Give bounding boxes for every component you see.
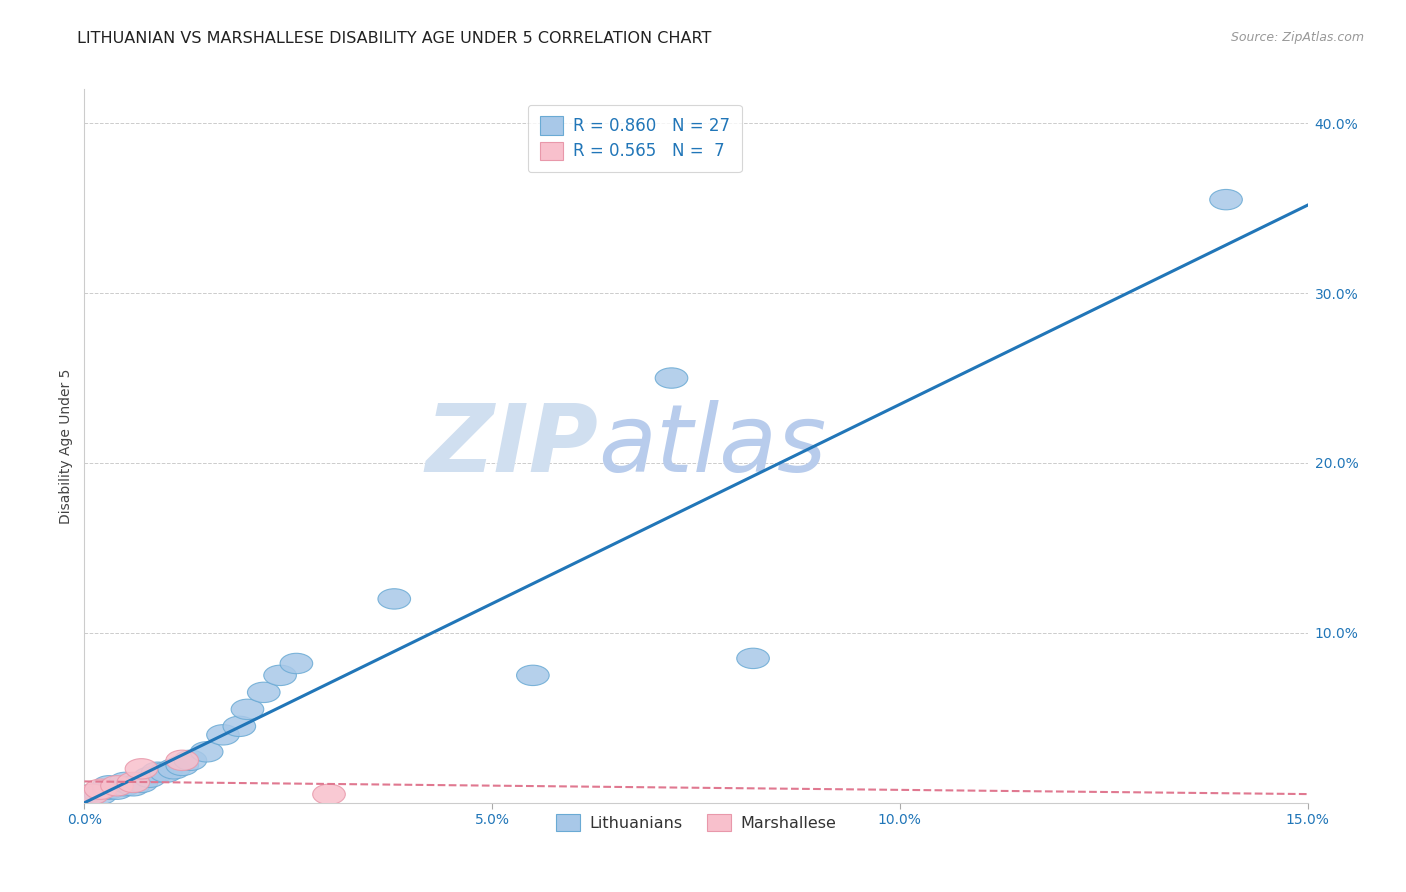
Ellipse shape (312, 784, 346, 805)
Ellipse shape (76, 784, 108, 805)
Text: atlas: atlas (598, 401, 827, 491)
Ellipse shape (166, 756, 198, 776)
Ellipse shape (207, 724, 239, 745)
Ellipse shape (149, 762, 183, 782)
Ellipse shape (378, 589, 411, 609)
Ellipse shape (117, 776, 149, 796)
Ellipse shape (247, 682, 280, 703)
Text: LITHUANIAN VS MARSHALLESE DISABILITY AGE UNDER 5 CORRELATION CHART: LITHUANIAN VS MARSHALLESE DISABILITY AGE… (77, 31, 711, 46)
Ellipse shape (117, 772, 149, 793)
Ellipse shape (125, 772, 157, 793)
Ellipse shape (134, 767, 166, 788)
Text: Source: ZipAtlas.com: Source: ZipAtlas.com (1230, 31, 1364, 45)
Ellipse shape (224, 716, 256, 737)
Ellipse shape (142, 762, 174, 782)
Ellipse shape (84, 779, 117, 799)
Ellipse shape (93, 779, 125, 799)
Text: ZIP: ZIP (425, 400, 598, 492)
Legend: Lithuanians, Marshallese: Lithuanians, Marshallese (550, 807, 842, 838)
Ellipse shape (108, 776, 142, 796)
Ellipse shape (76, 784, 108, 805)
Ellipse shape (655, 368, 688, 388)
Ellipse shape (84, 784, 117, 805)
Ellipse shape (516, 665, 550, 686)
Ellipse shape (1209, 189, 1243, 210)
Ellipse shape (93, 776, 125, 796)
Y-axis label: Disability Age Under 5: Disability Age Under 5 (59, 368, 73, 524)
Ellipse shape (166, 750, 198, 771)
Ellipse shape (101, 776, 134, 796)
Ellipse shape (264, 665, 297, 686)
Ellipse shape (737, 648, 769, 669)
Ellipse shape (174, 750, 207, 771)
Ellipse shape (190, 741, 224, 762)
Ellipse shape (157, 758, 190, 779)
Ellipse shape (101, 779, 134, 799)
Ellipse shape (231, 699, 264, 720)
Ellipse shape (280, 653, 312, 673)
Ellipse shape (108, 772, 142, 793)
Ellipse shape (125, 758, 157, 779)
